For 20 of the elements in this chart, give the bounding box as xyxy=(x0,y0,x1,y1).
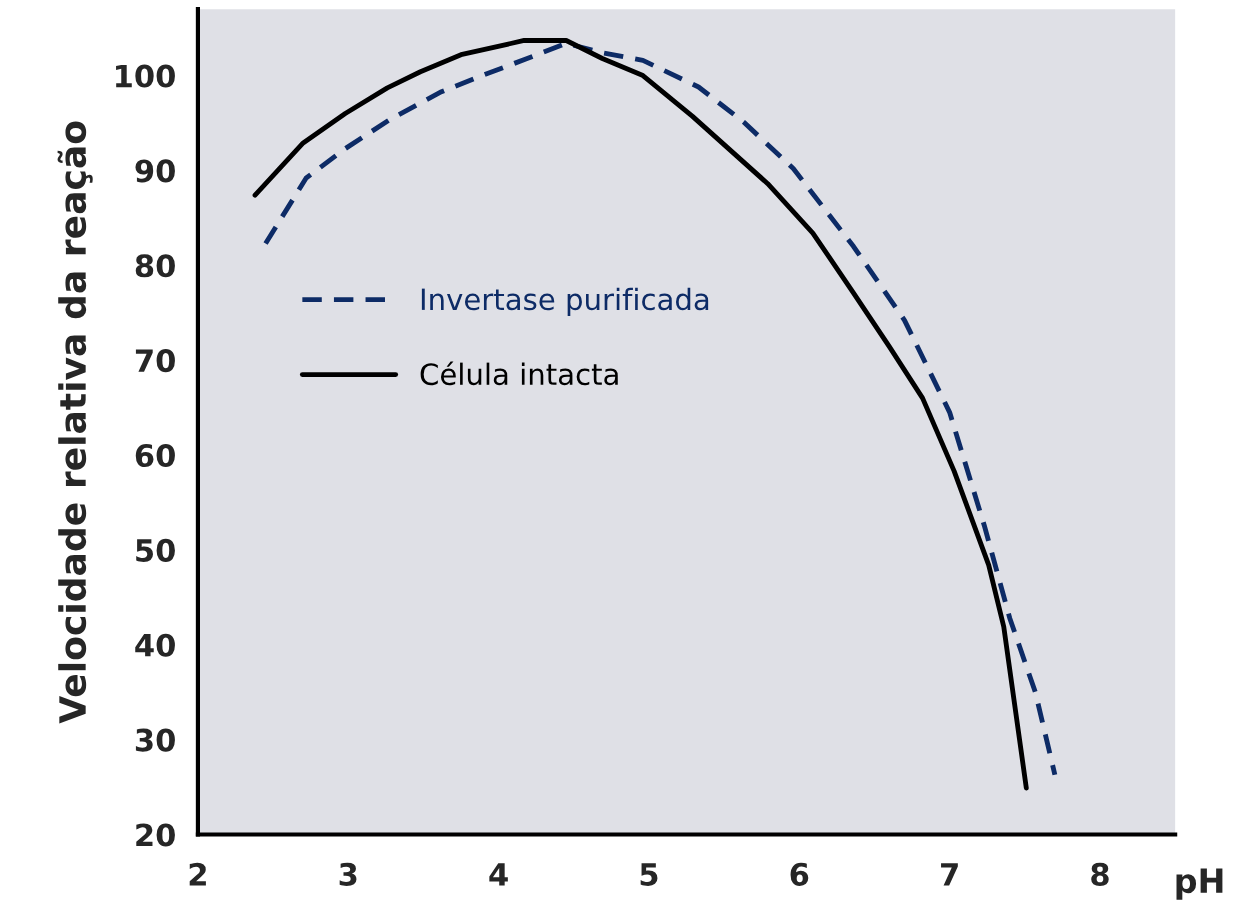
y-tick-label: 50 xyxy=(136,538,175,562)
x-tick-label: 5 xyxy=(640,863,658,886)
y-tick-label: 80 xyxy=(135,254,175,278)
legend-label: Invertase purificada xyxy=(421,287,709,316)
x-axis-title: pH xyxy=(1176,868,1223,900)
y-tick-label: 20 xyxy=(136,823,175,847)
y-tick-label: 60 xyxy=(135,443,175,468)
legend-label: Célula intacta xyxy=(420,361,618,386)
y-tick-label: 70 xyxy=(135,349,175,373)
x-tick-label: 4 xyxy=(489,863,508,886)
x-tick-label: 8 xyxy=(1091,862,1109,886)
x-tick-label: 3 xyxy=(339,862,357,886)
x-tick-label: 6 xyxy=(790,862,809,886)
x-tick-label: 7 xyxy=(941,863,958,886)
y-axis-title: Velocidade relativa da reação xyxy=(57,121,93,724)
y-tick-label: 100 xyxy=(116,64,175,88)
x-tick-label: 2 xyxy=(189,862,206,886)
y-tick-label: 30 xyxy=(135,728,175,752)
y-tick-label: 90 xyxy=(135,159,175,183)
y-tick-label: 40 xyxy=(135,633,175,657)
